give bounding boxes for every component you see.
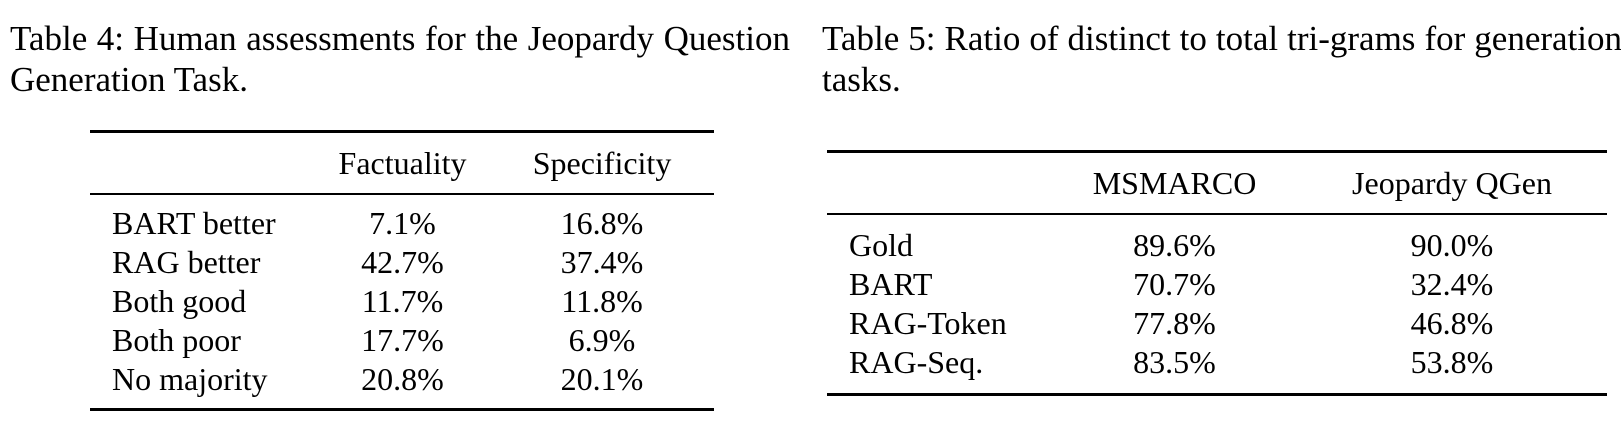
table-row: BART 70.7% 32.4%: [827, 265, 1607, 304]
row-label: BART better: [112, 205, 276, 241]
factuality-cell: 7.1%: [369, 205, 436, 241]
jeopardy-cell: 32.4%: [1410, 266, 1494, 302]
table-row: BART better 7.1% 16.8%: [90, 194, 714, 243]
table-5: MSMARCO Jeopardy QGen Gold 89.6% 90.0% B…: [827, 150, 1607, 396]
header-factuality: Factuality: [338, 144, 467, 181]
msmarco-cell: 77.8%: [1133, 305, 1216, 341]
jeopardy-cell: 53.8%: [1410, 344, 1494, 380]
row-label: BART: [849, 266, 933, 302]
header-empty-cell: [827, 152, 1052, 215]
factuality-cell: 11.7%: [361, 283, 444, 319]
table-4: Factuality Specificity BART better 7.1% …: [90, 130, 714, 411]
specificity-cell: 6.9%: [568, 322, 636, 358]
table-header-row: MSMARCO Jeopardy QGen: [827, 151, 1607, 215]
table-header-row: Factuality Specificity: [90, 131, 714, 195]
table-row: No majority 20.8% 20.1%: [90, 360, 714, 410]
specificity-cell: 11.8%: [561, 283, 643, 319]
msmarco-cell: 89.6%: [1133, 227, 1216, 263]
specificity-cell-best: 37.4%: [560, 244, 644, 280]
jeopardy-cell: 46.8%: [1410, 305, 1494, 341]
table-row: RAG-Token 77.8% 46.8%: [827, 304, 1607, 343]
row-label: No majority: [112, 361, 268, 397]
msmarco-cell: 83.5%: [1133, 344, 1216, 380]
table-row: Both poor 17.7% 6.9%: [90, 321, 714, 360]
row-label: RAG-Seq.: [849, 344, 984, 380]
table-row: RAG better 42.7% 37.4%: [90, 243, 714, 282]
table-row: Both good 11.7% 11.8%: [90, 282, 714, 321]
specificity-cell: 16.8%: [560, 205, 644, 241]
factuality-cell: 20.8%: [361, 361, 444, 397]
table-4-panel: Table 4: Human assessments for the Jeopa…: [10, 0, 790, 410]
msmarco-cell: 70.7%: [1133, 266, 1216, 302]
table-row: RAG-Seq. 83.5% 53.8%: [827, 343, 1607, 395]
header-specificity: Specificity: [532, 144, 672, 181]
header-jeopardy-qgen: Jeopardy QGen: [1352, 164, 1552, 201]
specificity-cell: 20.1%: [560, 361, 644, 397]
row-label: Both good: [112, 283, 247, 319]
row-label: RAG-Token: [849, 305, 1007, 341]
row-label: Gold: [849, 227, 913, 263]
table-5-caption: Table 5: Ratio of distinct to total tri-…: [822, 19, 1621, 99]
header-msmarco: MSMARCO: [1092, 164, 1257, 201]
jeopardy-cell: 90.0%: [1410, 227, 1494, 263]
factuality-cell-best: 42.7%: [361, 244, 444, 280]
header-empty-cell: [90, 132, 315, 195]
row-label: Both poor: [112, 322, 241, 358]
table-4-caption: Table 4: Human assessments for the Jeopa…: [10, 19, 790, 99]
row-label: RAG better: [112, 244, 261, 280]
table-5-panel: Table 5: Ratio of distinct to total tri-…: [822, 0, 1621, 395]
table-row: Gold 89.6% 90.0%: [827, 214, 1607, 265]
factuality-cell: 17.7%: [361, 322, 444, 358]
